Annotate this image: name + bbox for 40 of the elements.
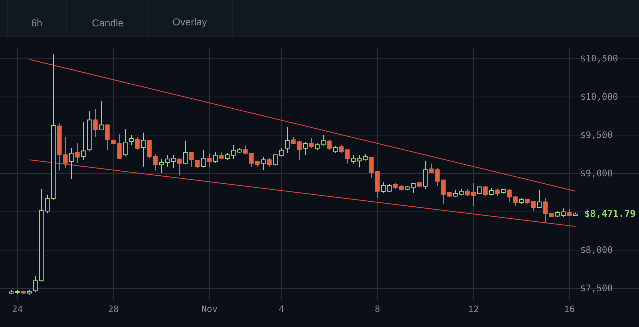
candlestick bbox=[424, 161, 428, 190]
x-tick-label: Nov bbox=[202, 306, 218, 312]
candlestick bbox=[76, 143, 80, 164]
candlestick bbox=[328, 140, 332, 150]
candlestick bbox=[538, 189, 542, 209]
x-tick-label: 4 bbox=[279, 306, 284, 312]
y-tick-label: $10,000 bbox=[581, 93, 618, 102]
candlestick bbox=[178, 158, 182, 176]
text: $8,471.79 bbox=[585, 210, 636, 219]
y-tick-label: $8,000 bbox=[581, 246, 612, 254]
y-tick-label: $7,500 bbox=[581, 284, 612, 293]
x-tick-label: 24 bbox=[12, 306, 23, 312]
y-tick-label: $9,500 bbox=[581, 131, 612, 140]
candlestick bbox=[94, 109, 98, 138]
candlestick bbox=[70, 148, 74, 180]
x-tick-label: 8 bbox=[376, 306, 380, 312]
y-tick-label: $10,500 bbox=[581, 54, 618, 63]
candlestick bbox=[310, 138, 314, 149]
candlestick bbox=[304, 142, 308, 156]
x-tick-label: 12 bbox=[469, 306, 478, 312]
candlestick bbox=[184, 140, 188, 165]
candlestick bbox=[142, 132, 146, 168]
x-tick-label: 16 bbox=[565, 306, 575, 312]
text: Candle bbox=[92, 19, 124, 27]
x-tick-label: 28 bbox=[108, 306, 119, 312]
candlestick bbox=[484, 186, 488, 196]
candlestick bbox=[130, 134, 134, 146]
candlestick bbox=[286, 127, 290, 154]
candlestick bbox=[106, 124, 110, 150]
candlestick bbox=[208, 153, 212, 168]
candlestick bbox=[136, 136, 140, 150]
candlestick bbox=[202, 150, 206, 168]
candlestick bbox=[100, 101, 104, 131]
candlestick bbox=[214, 152, 218, 164]
y-tick-label: $9,000 bbox=[581, 170, 612, 178]
text: 6h bbox=[32, 19, 42, 27]
text: Overlay bbox=[173, 18, 208, 28]
candlestick bbox=[262, 156, 266, 171]
candlestick bbox=[82, 122, 86, 160]
candlestick bbox=[124, 128, 128, 157]
